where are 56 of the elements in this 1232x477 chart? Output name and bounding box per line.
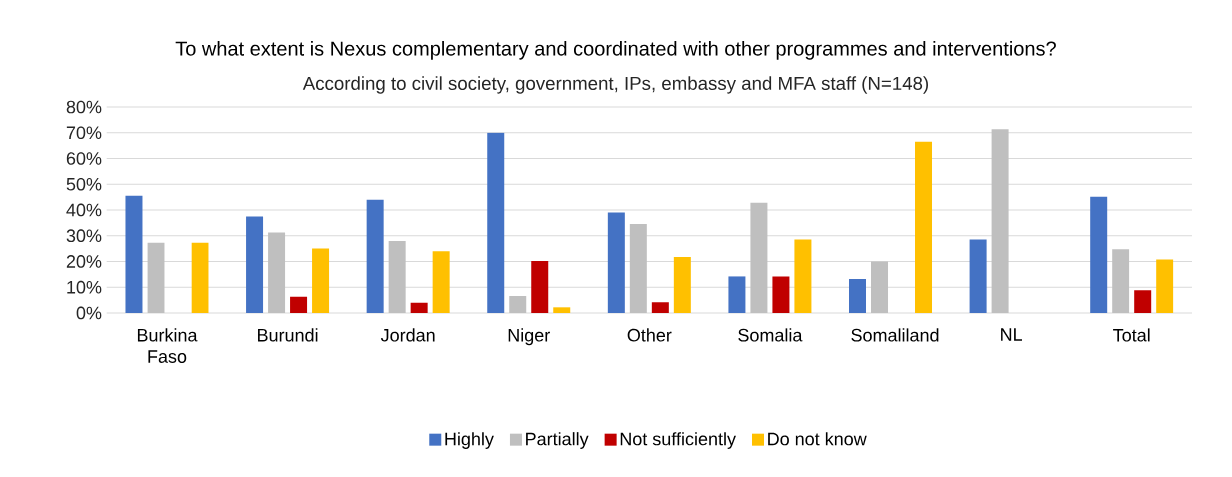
bar (366, 199, 384, 313)
bar (871, 261, 889, 313)
legend-label: Partially (526, 432, 589, 449)
bar (750, 202, 768, 313)
chart-subtitle: According to civil society, government, IPs, embassy and MFA staff (N=148) (302, 76, 929, 94)
bar (991, 129, 1009, 313)
bar (1090, 196, 1108, 313)
y-tick-label: 60% (66, 152, 102, 165)
y-tick-label: 30% (66, 229, 102, 243)
bar (290, 296, 308, 313)
chart-title: To what extent is Nexus complementary and coordinated with other programmes and interventions? (175, 41, 1056, 60)
y-tick-label: 40% (66, 203, 102, 217)
bar (388, 240, 406, 313)
x-tick-label: Other (627, 328, 672, 342)
y-tick-label: 50% (66, 177, 102, 191)
bar (1134, 290, 1152, 313)
y-tick-label: 0% (76, 306, 102, 320)
bar (410, 302, 428, 313)
y-tick-label: 80% (66, 100, 102, 114)
legend-label: Do not know (768, 432, 867, 446)
bar (553, 307, 571, 313)
x-tick-label: Niger (508, 328, 550, 346)
legend-label: Not sufficiently (620, 432, 736, 449)
legend-label: Highly (445, 432, 494, 449)
bar (268, 232, 286, 313)
bar (607, 212, 625, 313)
x-tick-label: Total (1113, 328, 1150, 342)
x-tick-label: Somaliland (851, 328, 939, 342)
bar (509, 295, 527, 313)
y-tick-label: 20% (66, 255, 102, 268)
y-tick-label: 10% (67, 280, 102, 294)
bar (969, 239, 987, 313)
bar (629, 223, 647, 313)
bar (487, 132, 505, 313)
x-tick-label: Somalia (738, 328, 803, 342)
bar (432, 251, 450, 313)
bar (794, 239, 812, 313)
bar (651, 302, 669, 313)
bar (849, 279, 867, 313)
bar (728, 276, 746, 313)
bar (1156, 259, 1174, 313)
x-tick-label: Jordan (380, 328, 435, 342)
bar (191, 242, 209, 313)
x-tick-label: NL (1001, 328, 1022, 341)
bar (772, 276, 790, 313)
bar (673, 257, 691, 313)
x-tick-label: Burkina Faso (137, 328, 198, 363)
bar (531, 260, 549, 313)
bar (125, 195, 143, 313)
bar (312, 248, 330, 313)
y-tick-label: 70% (66, 126, 102, 140)
bar (1112, 249, 1130, 313)
bar (147, 242, 165, 313)
x-tick-label: Burundi (258, 328, 318, 342)
bar (246, 216, 264, 313)
bar (915, 141, 933, 313)
